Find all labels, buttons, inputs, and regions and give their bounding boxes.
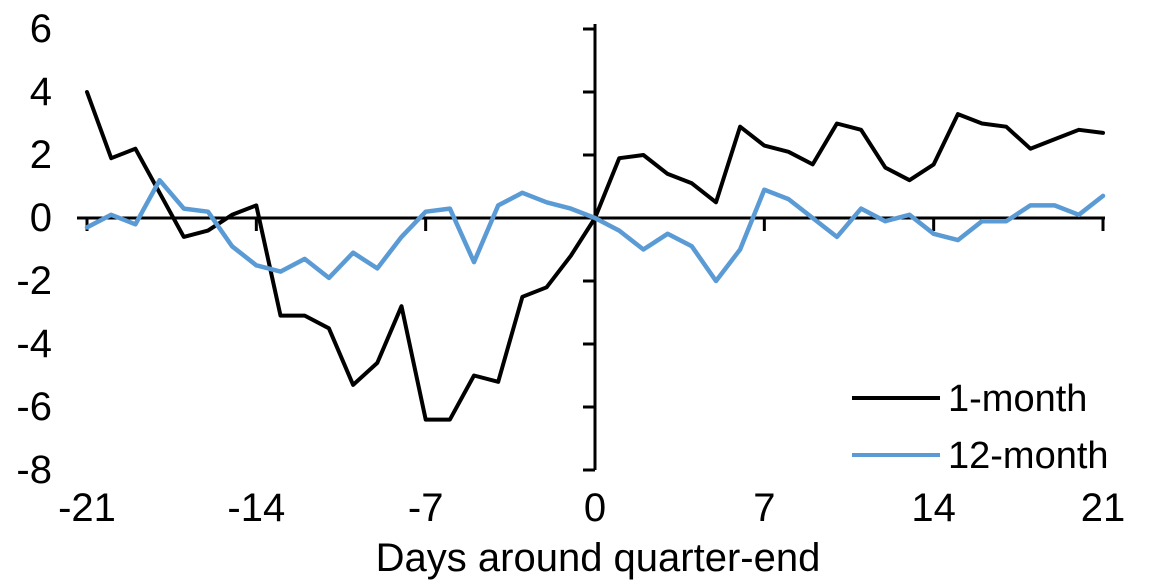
- x-tick-label: -21: [58, 486, 116, 530]
- series-line-12-month: [84, 177, 1106, 284]
- x-tick-label: 0: [583, 486, 607, 530]
- y-tick-label: -2: [16, 259, 52, 303]
- legend-label-1-month: 1-month: [948, 378, 1088, 420]
- x-tick-label: -7: [407, 486, 444, 530]
- legend-label-12-month: 12-month: [948, 435, 1109, 477]
- legend-line-1-month: [852, 396, 940, 400]
- y-tick-label: 2: [29, 133, 52, 177]
- y-tick-label: 6: [29, 7, 52, 51]
- y-tick-label: -4: [16, 322, 52, 366]
- x-axis-title: Days around quarter-end: [375, 536, 821, 580]
- x-tick-label: 7: [753, 486, 776, 530]
- y-tick-label: -8: [16, 448, 52, 492]
- y-tick-label: -6: [16, 385, 52, 429]
- x-tick-label: -14: [227, 486, 286, 530]
- legend-line-12-month: [852, 453, 940, 457]
- y-tick-label: 4: [29, 70, 52, 114]
- y-tick-label: 0: [29, 196, 52, 240]
- x-tick-label: 14: [911, 486, 956, 530]
- x-tick-label: 21: [1080, 486, 1126, 530]
